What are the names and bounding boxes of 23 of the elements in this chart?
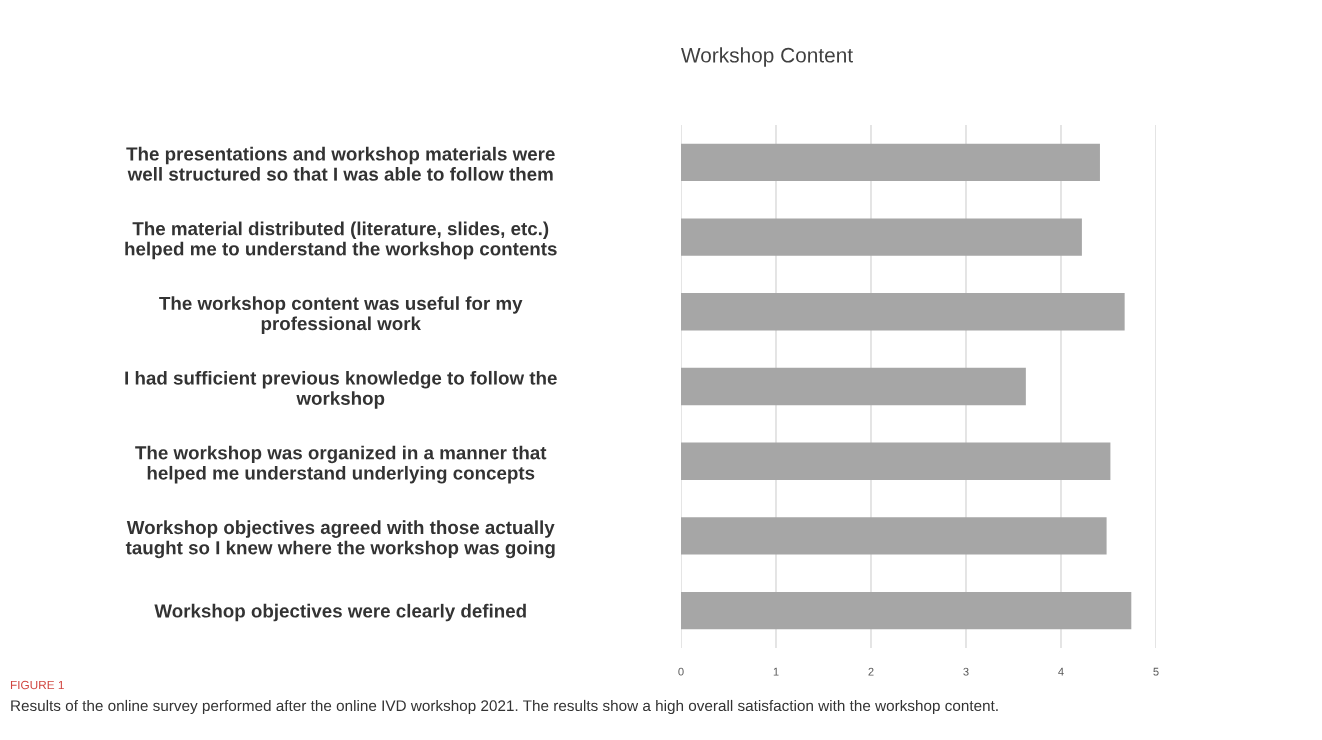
chart-title: Workshop Content	[681, 47, 853, 67]
y-tick-label: The workshop was organized in a manner that helped me understand underlying concepts	[135, 445, 547, 484]
bar	[681, 143, 1100, 182]
y-tick-label: Workshop objectives agreed with those actually taught so I knew where the workshop was going	[125, 520, 555, 559]
caption: FIGURE 1	[10, 680, 64, 690]
x-tick-label: 1	[773, 667, 779, 676]
y-tick-label: I had sufficient previous knowledge to follow the workshop	[125, 370, 557, 409]
x-tick-label: 3	[963, 667, 969, 676]
y-tick-label: Workshop objectives were clearly defined	[154, 603, 526, 622]
x-tick-label: 5	[1153, 667, 1159, 676]
y-tick-label: The presentations and workshop materials were well structured so that I was able to follow them	[126, 146, 555, 181]
bar	[681, 591, 1132, 630]
bar	[681, 367, 1026, 406]
x-tick-label: 0	[678, 667, 684, 676]
x-tick-label: 2	[868, 667, 874, 676]
x-tick-label: 4	[1058, 667, 1064, 676]
bar	[681, 218, 1082, 256]
y-tick-label: The material distributed (literature, slides, etc.) helped me to understand the workshop contents	[125, 221, 557, 260]
bar	[681, 517, 1107, 555]
y-tick-label: The workshop content was useful for my professional work	[159, 296, 523, 334]
bar	[681, 293, 1125, 331]
text: Results of the online survey performed after the online IVD workshop 2021. The results show a high overall satisfaction with the workshop content.	[11, 699, 998, 715]
bar	[681, 442, 1111, 480]
